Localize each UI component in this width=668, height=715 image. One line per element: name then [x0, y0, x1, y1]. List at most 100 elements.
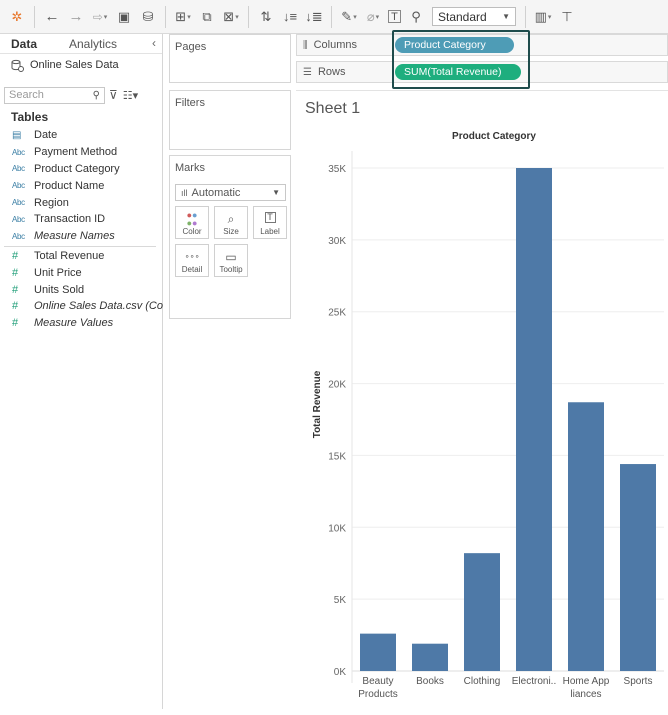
field-item[interactable]: Abc Product Category — [0, 161, 160, 178]
y-tick-label: 10K — [328, 523, 346, 534]
detail-button[interactable]: ∘∘∘ Detail — [175, 244, 209, 277]
field-item[interactable]: Abc Product Name — [0, 177, 160, 194]
toolbar: ✲ ← → ⇨ ▾ ▣ ⛁ ⊞ ▾ ⧉ ⊠ ▾ ⇅ ↓≡ ↓≣ ✎ ▾ ⌀ ▾ T ⚲ S… — [0, 0, 668, 34]
string-type-icon: Abc — [12, 164, 25, 174]
field-item[interactable]: # Online Sales Data.csv (Co... — [0, 298, 172, 315]
view-mode-value: Standard — [438, 9, 487, 24]
filter-icon[interactable]: ⊽ — [109, 88, 118, 102]
field-label: Online Sales Data.csv (Co... — [34, 300, 173, 313]
y-tick-label: 15K — [328, 451, 346, 462]
duplicate-icon[interactable]: ⧉ — [202, 8, 212, 24]
save-icon[interactable]: ▣ — [117, 8, 131, 24]
bar-home-appliances — [568, 402, 604, 671]
marks-card: Marks ıll Automatic ▼ ●● ●● Color ⌕ Size … — [169, 155, 291, 319]
sheet-title[interactable]: Sheet 1 — [305, 100, 361, 117]
pin-icon[interactable]: ⚲ — [411, 8, 421, 24]
field-item[interactable]: ▤ Date — [0, 127, 160, 144]
tab-data[interactable]: Data — [11, 36, 38, 51]
bar-books — [412, 643, 448, 671]
field-item[interactable]: Abc Transaction ID — [0, 211, 160, 228]
rows-shelf[interactable]: ☰ Rows SUM(Total Revenue) — [296, 61, 668, 83]
pages-card[interactable]: Pages — [169, 34, 291, 83]
field-item[interactable]: Abc Measure Names — [0, 228, 160, 245]
size-icon: ⌕ — [227, 212, 235, 226]
toolbar-separator — [525, 5, 526, 28]
filters-card[interactable]: Filters — [169, 90, 291, 150]
label-button[interactable]: T Label — [253, 206, 287, 239]
swap-icon[interactable]: ⇅ — [260, 8, 272, 24]
search-placeholder: Search — [9, 89, 44, 101]
replay-icon[interactable]: ⇨ ▾ — [92, 9, 108, 24]
field-item[interactable]: # Measure Values — [0, 315, 160, 332]
field-label: Product Name — [34, 179, 105, 192]
field-item[interactable]: # Unit Price — [0, 264, 160, 281]
collapse-pane-icon[interactable]: ‹ — [152, 36, 156, 50]
detail-label: Detail — [181, 265, 203, 274]
number-type-icon: # — [12, 266, 19, 279]
field-item[interactable]: Abc Payment Method — [0, 144, 160, 161]
search-input[interactable]: Search ⚲ — [4, 86, 105, 104]
string-type-icon: Abc — [12, 181, 25, 191]
mark-type-value: Automatic — [191, 186, 241, 199]
x-tick-label: Clothing — [464, 676, 501, 687]
x-tick-label: Sports — [624, 676, 653, 687]
view-options-icon[interactable]: ☷▾ — [122, 89, 139, 102]
field-item[interactable]: # Units Sold — [0, 281, 160, 298]
datasource-item[interactable]: Online Sales Data — [0, 54, 162, 76]
group-icon[interactable]: ⌀ ▾ — [366, 8, 380, 24]
y-tick-label: 25K — [328, 308, 346, 319]
color-icon: ●● ●● — [186, 210, 198, 228]
marks-title: Marks — [175, 162, 205, 174]
sort-desc-icon[interactable]: ↓≣ — [305, 8, 323, 24]
toolbar-separator — [34, 5, 35, 28]
color-button[interactable]: ●● ●● Color — [175, 206, 209, 239]
field-label: Transaction ID — [34, 213, 106, 226]
tooltip-label: Tooltip — [219, 265, 243, 274]
field-item[interactable]: Abc Region — [0, 194, 160, 211]
tables-heading: Tables — [11, 110, 49, 124]
undo-icon[interactable]: ← — [44, 8, 60, 25]
field-label: Unit Price — [34, 266, 82, 279]
data-pane: Data Analytics ‹ Online Sales Data Searc… — [0, 34, 172, 709]
rows-label: Rows — [317, 66, 346, 78]
toolbar-separator — [331, 5, 332, 28]
columns-pill[interactable]: Product Category — [395, 37, 514, 53]
field-label: Total Revenue — [34, 249, 105, 262]
field-item[interactable]: # Total Revenue — [0, 248, 160, 265]
new-datasource-icon[interactable]: ⛁ — [142, 8, 154, 24]
string-type-icon: Abc — [12, 231, 25, 241]
tableau-logo-icon[interactable]: ✲ — [11, 8, 23, 24]
y-tick-label: 0K — [334, 667, 347, 678]
size-button[interactable]: ⌕ Size — [214, 206, 248, 239]
view-mode-select[interactable]: Standard ▼ — [432, 7, 516, 26]
filters-title: Filters — [175, 97, 205, 109]
rows-pill[interactable]: SUM(Total Revenue) — [395, 64, 521, 80]
string-type-icon: Abc — [12, 147, 25, 157]
labels-icon[interactable]: T — [388, 10, 401, 23]
clear-icon[interactable]: ⊠ ▾ — [223, 8, 239, 24]
x-tick-label: liances — [570, 689, 601, 700]
toolbar-separator — [165, 5, 166, 28]
tooltip-button[interactable]: ▭ Tooltip — [214, 244, 248, 277]
columns-icon: ⫼ — [303, 39, 308, 51]
bar-electroni- — [516, 168, 552, 671]
field-label: Units Sold — [34, 283, 85, 296]
detail-icon: ∘∘∘ — [184, 252, 200, 261]
tab-analytics[interactable]: Analytics — [69, 36, 118, 51]
search-icon: ⚲ — [92, 89, 100, 101]
redo-icon[interactable]: → — [68, 8, 84, 25]
new-worksheet-icon[interactable]: ⊞ ▾ — [175, 8, 191, 24]
field-label: Region — [34, 196, 69, 209]
chevron-down-icon: ▼ — [502, 12, 510, 21]
x-tick-label: Home App — [563, 676, 610, 687]
mark-type-select[interactable]: ıll Automatic ▼ — [175, 184, 286, 201]
tooltip-icon: ▭ — [225, 250, 237, 264]
sort-asc-icon[interactable]: ↓≡ — [282, 9, 298, 24]
rows-shelf-label: ☰ Rows — [297, 66, 395, 78]
presentation-icon[interactable]: ⊤ — [561, 8, 573, 24]
highlight-icon[interactable]: ✎ ▾ — [341, 8, 357, 24]
x-tick-label: Books — [416, 676, 444, 687]
y-tick-label: 5K — [334, 595, 347, 606]
number-type-icon: # — [12, 249, 19, 262]
show-me-icon[interactable]: ▥ ▾ — [534, 8, 552, 24]
